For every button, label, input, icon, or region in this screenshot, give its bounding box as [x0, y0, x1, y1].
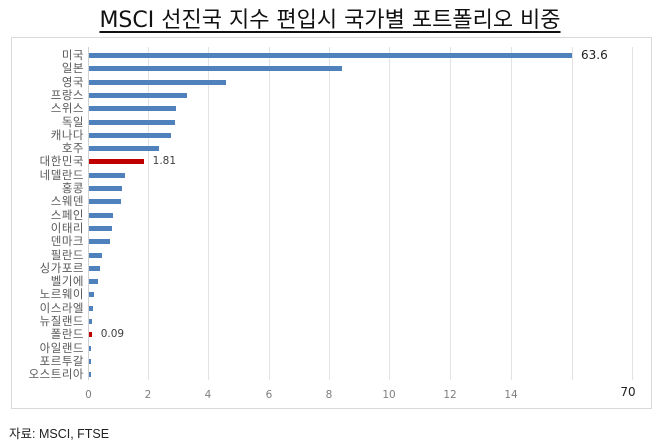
category-label: 스페인 [50, 207, 84, 222]
bar [89, 92, 188, 98]
category-label: 캐나다 [50, 127, 84, 142]
x-tick-label-max: 70 [620, 385, 636, 399]
x-tick-label: 2 [144, 389, 152, 401]
x-tick-label: 6 [265, 389, 273, 401]
bar [89, 345, 92, 351]
bar [89, 225, 112, 231]
category-label: 스위스 [50, 101, 84, 116]
y-axis-line [88, 47, 89, 380]
category-label: 노르웨이 [39, 287, 84, 302]
bar [89, 132, 171, 138]
bar [89, 319, 93, 324]
category-label: 대한민국 [39, 154, 84, 169]
category-label: 프랑스 [50, 87, 84, 102]
x-tick-label: 14 [504, 389, 518, 401]
source-note: 자료: MSCI, FTSE [9, 427, 110, 441]
category-label: 미국 [61, 48, 84, 62]
gridline [450, 47, 451, 380]
category-label: 필란드 [50, 247, 84, 262]
data-label: 1.81 [152, 155, 177, 168]
category-label: 뉴질랜드 [39, 314, 84, 328]
bar [89, 265, 100, 271]
bar [89, 212, 113, 218]
gridline [208, 47, 209, 380]
bar [89, 106, 177, 112]
bar [89, 66, 343, 72]
bar [89, 305, 94, 311]
x-tick-label: 0 [85, 389, 92, 401]
x-tick-label: 4 [204, 389, 212, 401]
gridline [269, 47, 270, 380]
bar [89, 53, 572, 58]
x-tick-label: 10 [382, 389, 396, 401]
category-label: 아일랜드 [39, 340, 84, 355]
data-label: 63.6 [581, 48, 608, 62]
data-label: 0.09 [100, 328, 125, 341]
bar [89, 199, 122, 205]
category-label: 오스트리아 [28, 367, 84, 382]
category-label: 영국 [61, 74, 84, 89]
gridline [572, 47, 573, 380]
category-label: 홍콩 [61, 181, 84, 195]
bar [89, 146, 159, 152]
category-label: 포르투갈 [39, 353, 84, 368]
category-label: 스웨덴 [50, 194, 84, 209]
bar [89, 79, 226, 85]
x-tick-label: 12 [443, 389, 457, 401]
bar-highlight [89, 332, 92, 338]
bar [89, 186, 123, 191]
x-tick-label: 8 [325, 389, 333, 401]
bar [89, 172, 126, 178]
gridline [148, 47, 149, 380]
category-label: 폴란드 [50, 327, 84, 342]
bar-highlight [89, 159, 144, 165]
category-label: 벨기에 [50, 274, 84, 289]
category-label: 이태리 [50, 220, 84, 235]
bar [89, 119, 175, 125]
gridline [389, 47, 390, 380]
bar [89, 358, 91, 364]
bar [89, 279, 98, 285]
category-label: 덴마크 [50, 234, 84, 249]
category-label: 싱가포르 [39, 260, 84, 275]
bar [89, 239, 111, 245]
gridline [329, 47, 330, 380]
bar [89, 372, 91, 378]
chart-frame [11, 37, 652, 409]
gridline [511, 47, 512, 380]
category-label: 이스라엘 [39, 300, 84, 315]
bar [89, 252, 103, 258]
category-label: 네델란드 [39, 167, 84, 182]
category-label: 독일 [61, 114, 84, 129]
category-label: 일본 [61, 61, 84, 76]
bar [89, 292, 95, 298]
category-label: 호주 [61, 141, 84, 156]
gridline [632, 47, 633, 380]
chart-title: MSCI 선진국 지수 편입시 국가별 포트폴리오 비중 [99, 8, 561, 33]
